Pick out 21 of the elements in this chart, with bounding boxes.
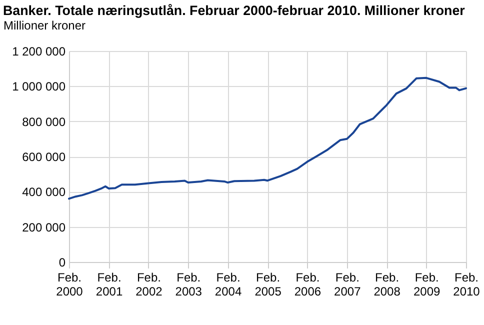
x-tick-label: Feb. 2008 bbox=[374, 270, 401, 298]
x-tick-label: Feb. 2002 bbox=[136, 270, 163, 298]
y-tick-label: 600 000 bbox=[22, 150, 66, 164]
x-tick-label: Feb. 2009 bbox=[413, 270, 441, 298]
x-tick-label: Feb. 2001 bbox=[96, 270, 123, 298]
y-tick-label: 1 200 000 bbox=[12, 44, 66, 58]
x-tick-label: Feb. 2006 bbox=[294, 270, 322, 298]
y-axis-title: Millioner kroner bbox=[4, 18, 86, 32]
x-tick-label: Feb. 2003 bbox=[175, 270, 202, 298]
y-tick-label: 200 000 bbox=[22, 220, 66, 234]
y-tick-label: 400 000 bbox=[22, 185, 66, 200]
y-tick-label: 800 000 bbox=[22, 114, 66, 129]
y-tick-label: 1 000 000 bbox=[12, 80, 66, 94]
y-tick-label: 0 bbox=[58, 256, 66, 270]
x-tick-label: Feb. 2000 bbox=[56, 270, 84, 298]
x-tick-label: Feb. 2005 bbox=[254, 270, 282, 298]
x-tick-label: Feb. 2004 bbox=[214, 270, 242, 298]
x-tick-label: Feb. 2007 bbox=[334, 270, 362, 298]
chart-title: Banker. Totale næringsutlån. Februar 2000-februar 2010. Millioner kroner bbox=[3, 3, 466, 18]
x-tick-label: Feb. 2010 bbox=[453, 270, 480, 298]
line-series bbox=[68, 76, 467, 200]
